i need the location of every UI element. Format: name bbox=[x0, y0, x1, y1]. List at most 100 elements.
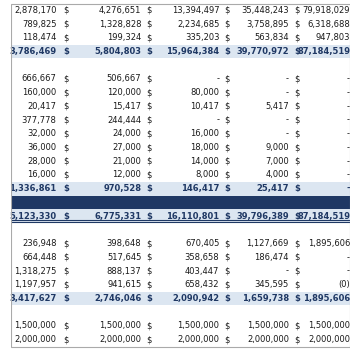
Text: $: $ bbox=[146, 102, 152, 111]
Text: 3,786,469: 3,786,469 bbox=[9, 47, 56, 56]
Text: 8,000: 8,000 bbox=[196, 170, 219, 180]
Text: 10,417: 10,417 bbox=[190, 102, 219, 111]
Text: $: $ bbox=[63, 33, 69, 42]
Text: 1,895,606: 1,895,606 bbox=[303, 294, 350, 303]
Text: 1,500,000: 1,500,000 bbox=[308, 321, 350, 330]
Text: $: $ bbox=[63, 184, 69, 193]
Text: $: $ bbox=[146, 280, 152, 289]
Text: $: $ bbox=[294, 184, 300, 193]
Text: $: $ bbox=[224, 102, 230, 111]
Text: 36,000: 36,000 bbox=[27, 143, 56, 152]
Text: 670,405: 670,405 bbox=[185, 239, 219, 248]
Text: 3,758,895: 3,758,895 bbox=[246, 20, 289, 29]
Text: $: $ bbox=[294, 130, 299, 138]
Text: $: $ bbox=[224, 33, 230, 42]
Text: $: $ bbox=[63, 253, 69, 262]
Text: 9,000: 9,000 bbox=[265, 143, 289, 152]
Text: -: - bbox=[216, 75, 219, 83]
Text: -: - bbox=[216, 116, 219, 125]
Text: $: $ bbox=[63, 143, 69, 152]
Text: $: $ bbox=[294, 280, 299, 289]
Text: $: $ bbox=[63, 116, 69, 125]
Text: 1,336,861: 1,336,861 bbox=[9, 184, 56, 193]
Text: 947,803: 947,803 bbox=[315, 33, 350, 42]
Text: $: $ bbox=[63, 170, 69, 180]
Text: $: $ bbox=[146, 253, 152, 262]
Text: 506,667: 506,667 bbox=[107, 75, 141, 83]
Text: $: $ bbox=[63, 212, 69, 220]
Text: 120,000: 120,000 bbox=[107, 88, 141, 97]
Text: 118,474: 118,474 bbox=[22, 33, 56, 42]
Text: 2,090,942: 2,090,942 bbox=[172, 294, 219, 303]
Text: 32,000: 32,000 bbox=[27, 130, 56, 138]
Text: 4,276,651: 4,276,651 bbox=[99, 6, 141, 15]
Text: $: $ bbox=[224, 75, 230, 83]
Text: $: $ bbox=[63, 280, 69, 289]
Text: $: $ bbox=[224, 294, 230, 303]
Text: 39,770,972: 39,770,972 bbox=[236, 47, 289, 56]
Text: 15,417: 15,417 bbox=[112, 102, 141, 111]
Text: 6,318,688: 6,318,688 bbox=[307, 20, 350, 29]
Text: $: $ bbox=[146, 212, 152, 220]
Text: $: $ bbox=[146, 20, 152, 29]
Text: $: $ bbox=[294, 321, 299, 330]
Text: 2,000,000: 2,000,000 bbox=[99, 335, 141, 344]
Text: $: $ bbox=[294, 239, 299, 248]
Text: 1,127,669: 1,127,669 bbox=[246, 239, 289, 248]
Text: $: $ bbox=[224, 88, 230, 97]
Text: 5,417: 5,417 bbox=[265, 102, 289, 111]
Text: $: $ bbox=[146, 239, 152, 248]
Text: 398,648: 398,648 bbox=[107, 239, 141, 248]
Text: $: $ bbox=[63, 239, 69, 248]
Text: $: $ bbox=[294, 102, 299, 111]
Text: 186,474: 186,474 bbox=[254, 253, 289, 262]
Text: -: - bbox=[286, 75, 289, 83]
Text: $: $ bbox=[294, 157, 299, 166]
Text: -: - bbox=[347, 130, 350, 138]
Text: 21,000: 21,000 bbox=[112, 157, 141, 166]
Text: $: $ bbox=[224, 321, 230, 330]
Text: -: - bbox=[347, 116, 350, 125]
Text: 2,000,000: 2,000,000 bbox=[14, 335, 56, 344]
Text: $: $ bbox=[294, 20, 299, 29]
Text: 16,110,801: 16,110,801 bbox=[166, 212, 219, 220]
Text: $: $ bbox=[224, 239, 230, 248]
Text: 335,203: 335,203 bbox=[185, 33, 219, 42]
Text: 377,778: 377,778 bbox=[22, 116, 56, 125]
Text: -: - bbox=[347, 102, 350, 111]
Text: $: $ bbox=[63, 75, 69, 83]
Text: $: $ bbox=[224, 116, 230, 125]
Text: $: $ bbox=[224, 6, 230, 15]
Text: $: $ bbox=[146, 47, 152, 56]
Text: 2,000,000: 2,000,000 bbox=[247, 335, 289, 344]
Text: $: $ bbox=[224, 253, 230, 262]
Text: 666,667: 666,667 bbox=[22, 75, 56, 83]
Text: 20,417: 20,417 bbox=[27, 102, 56, 111]
Text: 13,394,497: 13,394,497 bbox=[172, 6, 219, 15]
Text: 563,834: 563,834 bbox=[254, 33, 289, 42]
Text: 244,444: 244,444 bbox=[107, 116, 141, 125]
Text: $: $ bbox=[224, 157, 230, 166]
Text: $: $ bbox=[294, 335, 299, 344]
Text: 1,659,738: 1,659,738 bbox=[242, 294, 289, 303]
Text: $: $ bbox=[294, 212, 300, 220]
Text: 2,746,046: 2,746,046 bbox=[94, 294, 141, 303]
Text: 14,000: 14,000 bbox=[190, 157, 219, 166]
Text: 6,775,331: 6,775,331 bbox=[94, 212, 141, 220]
Text: 236,948: 236,948 bbox=[22, 239, 56, 248]
Text: 941,615: 941,615 bbox=[107, 280, 141, 289]
Text: $: $ bbox=[146, 267, 152, 275]
Text: 403,447: 403,447 bbox=[185, 267, 219, 275]
Text: -: - bbox=[347, 143, 350, 152]
Text: 2,000,000: 2,000,000 bbox=[308, 335, 350, 344]
Text: 39,796,389: 39,796,389 bbox=[236, 212, 289, 220]
Text: 7,000: 7,000 bbox=[265, 157, 289, 166]
Text: $: $ bbox=[146, 157, 152, 166]
Text: 2,878,170: 2,878,170 bbox=[14, 6, 56, 15]
Text: $: $ bbox=[63, 20, 69, 29]
Text: $: $ bbox=[146, 184, 152, 193]
Text: $: $ bbox=[294, 170, 299, 180]
Text: $: $ bbox=[294, 47, 300, 56]
Text: -: - bbox=[286, 88, 289, 97]
Text: 1,500,000: 1,500,000 bbox=[99, 321, 141, 330]
